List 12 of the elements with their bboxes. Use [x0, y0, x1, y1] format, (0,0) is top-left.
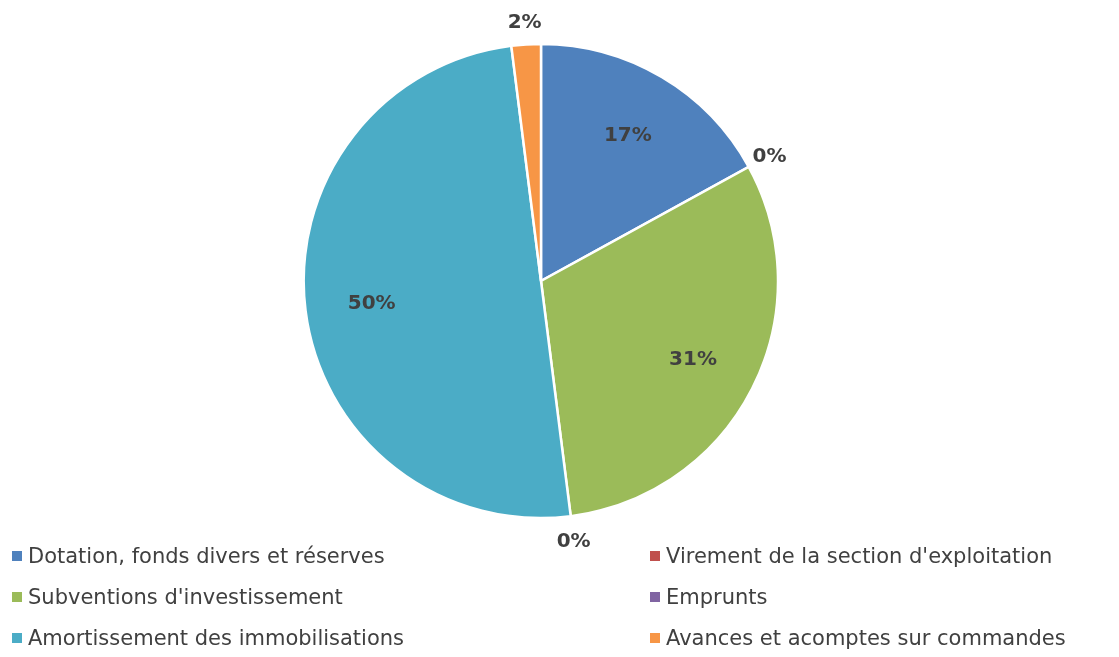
legend-label: Avances et acomptes sur commandes	[666, 626, 1066, 650]
data-label: 2%	[507, 8, 542, 33]
legend-label: Emprunts	[666, 585, 768, 609]
data-label: 50%	[347, 290, 396, 315]
data-label: 17%	[603, 122, 652, 147]
legend-label: Dotation, fonds divers et réserves	[28, 544, 385, 568]
legend-label: Subventions d'investissement	[28, 585, 343, 609]
legend-label: Virement de la section d'exploitation	[666, 544, 1053, 568]
text: 0%	[752, 143, 787, 168]
data-label: 31%	[669, 346, 717, 371]
text: 0%	[556, 527, 591, 552]
legend-label: Amortissement des immobilisations	[28, 626, 405, 650]
